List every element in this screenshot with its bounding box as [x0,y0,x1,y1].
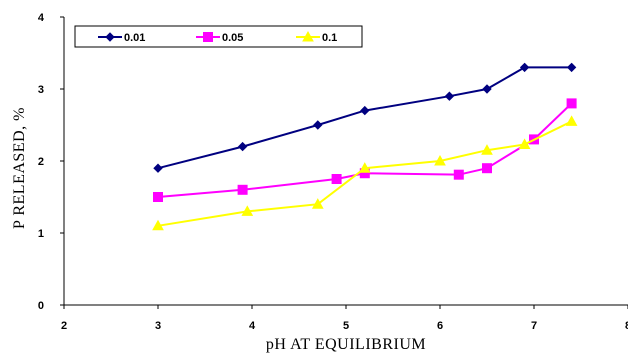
x-tick-label: 5 [343,320,349,332]
data-point [482,163,492,174]
legend-label: 0.1 [322,32,337,44]
data-point [566,98,577,109]
data-point [331,174,342,184]
data-point [518,138,531,149]
x-tick-label: 2 [61,320,67,332]
data-point [565,115,578,126]
legend-label: 0.01 [124,32,145,44]
data-point [566,62,577,73]
series-line [157,102,573,198]
series-0.01 [153,62,577,173]
x-tick-label: 3 [155,320,161,332]
data-point [358,162,371,173]
data-point [302,30,314,42]
chart-axes [63,17,628,306]
y-tick-label: 1 [38,228,44,240]
data-point [360,105,370,116]
y-axis-title: P RELEASED, % [11,107,28,229]
series-line [157,120,573,227]
y-tick-label: 3 [38,84,44,96]
data-point [203,32,213,42]
data-point [153,192,163,202]
legend-label: 0.05 [222,32,243,44]
x-tick-label: 8 [625,320,628,332]
chart-legend: 0.01 0.05 0.1 [74,25,363,48]
data-point [311,198,324,209]
data-point [444,91,455,101]
data-point [241,205,254,216]
data-point [237,184,248,195]
data-point [519,62,530,73]
data-point [482,84,492,94]
legend-item-0.05: 0.05 [196,32,243,44]
data-point [152,219,164,231]
series-line [157,66,572,170]
chart-tick-labels: 0 1 2 3 4 2 3 4 5 6 7 8 [38,12,628,332]
legend-item-0.01: 0.01 [98,32,145,44]
chart-series [152,62,578,231]
y-tick-label: 4 [38,12,45,24]
x-tick-label: 6 [437,320,443,332]
data-point [105,32,115,42]
data-point [481,144,493,155]
data-point [237,141,248,152]
y-tick-label: 2 [38,156,44,168]
data-point [313,120,323,130]
data-point [434,154,446,166]
y-tick-label: 0 [38,300,44,312]
legend-item-0.1: 0.1 [296,30,337,44]
x-tick-label: 4 [249,320,256,332]
series-0.1 [152,115,578,231]
data-point [153,163,163,173]
x-axis-title: pH AT EQUILIBRIUM [266,336,426,353]
data-point [453,169,464,180]
x-tick-label: 7 [531,320,537,332]
